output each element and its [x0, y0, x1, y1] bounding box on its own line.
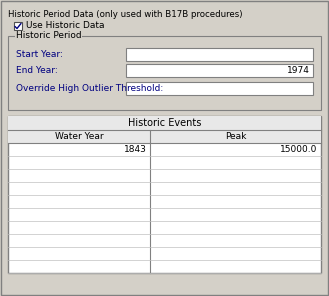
Text: Historic Period: Historic Period	[16, 31, 82, 41]
Bar	[8, 116, 321, 273]
Text: Peak: Peak	[225, 132, 246, 141]
Text: Water Year: Water Year	[55, 132, 104, 141]
Text: Historic Events: Historic Events	[128, 118, 201, 128]
Text: Historic Period Data (only used with B17B procedures): Historic Period Data (only used with B17…	[8, 10, 242, 19]
Text: 1974: 1974	[287, 66, 310, 75]
Bar	[126, 64, 313, 77]
Bar	[8, 116, 321, 130]
Bar	[126, 82, 313, 95]
Text: Override High Outlier Threshold:: Override High Outlier Threshold:	[16, 84, 163, 93]
Bar	[126, 48, 313, 61]
Bar	[8, 130, 321, 143]
Text: Start Year:: Start Year:	[16, 50, 63, 59]
Text: 1843: 1843	[124, 145, 146, 154]
Text: End Year:: End Year:	[16, 66, 58, 75]
Text: Use Historic Data: Use Historic Data	[26, 22, 105, 30]
Bar	[8, 36, 321, 110]
Bar	[14, 22, 22, 30]
Text: 15000.0: 15000.0	[280, 145, 317, 154]
